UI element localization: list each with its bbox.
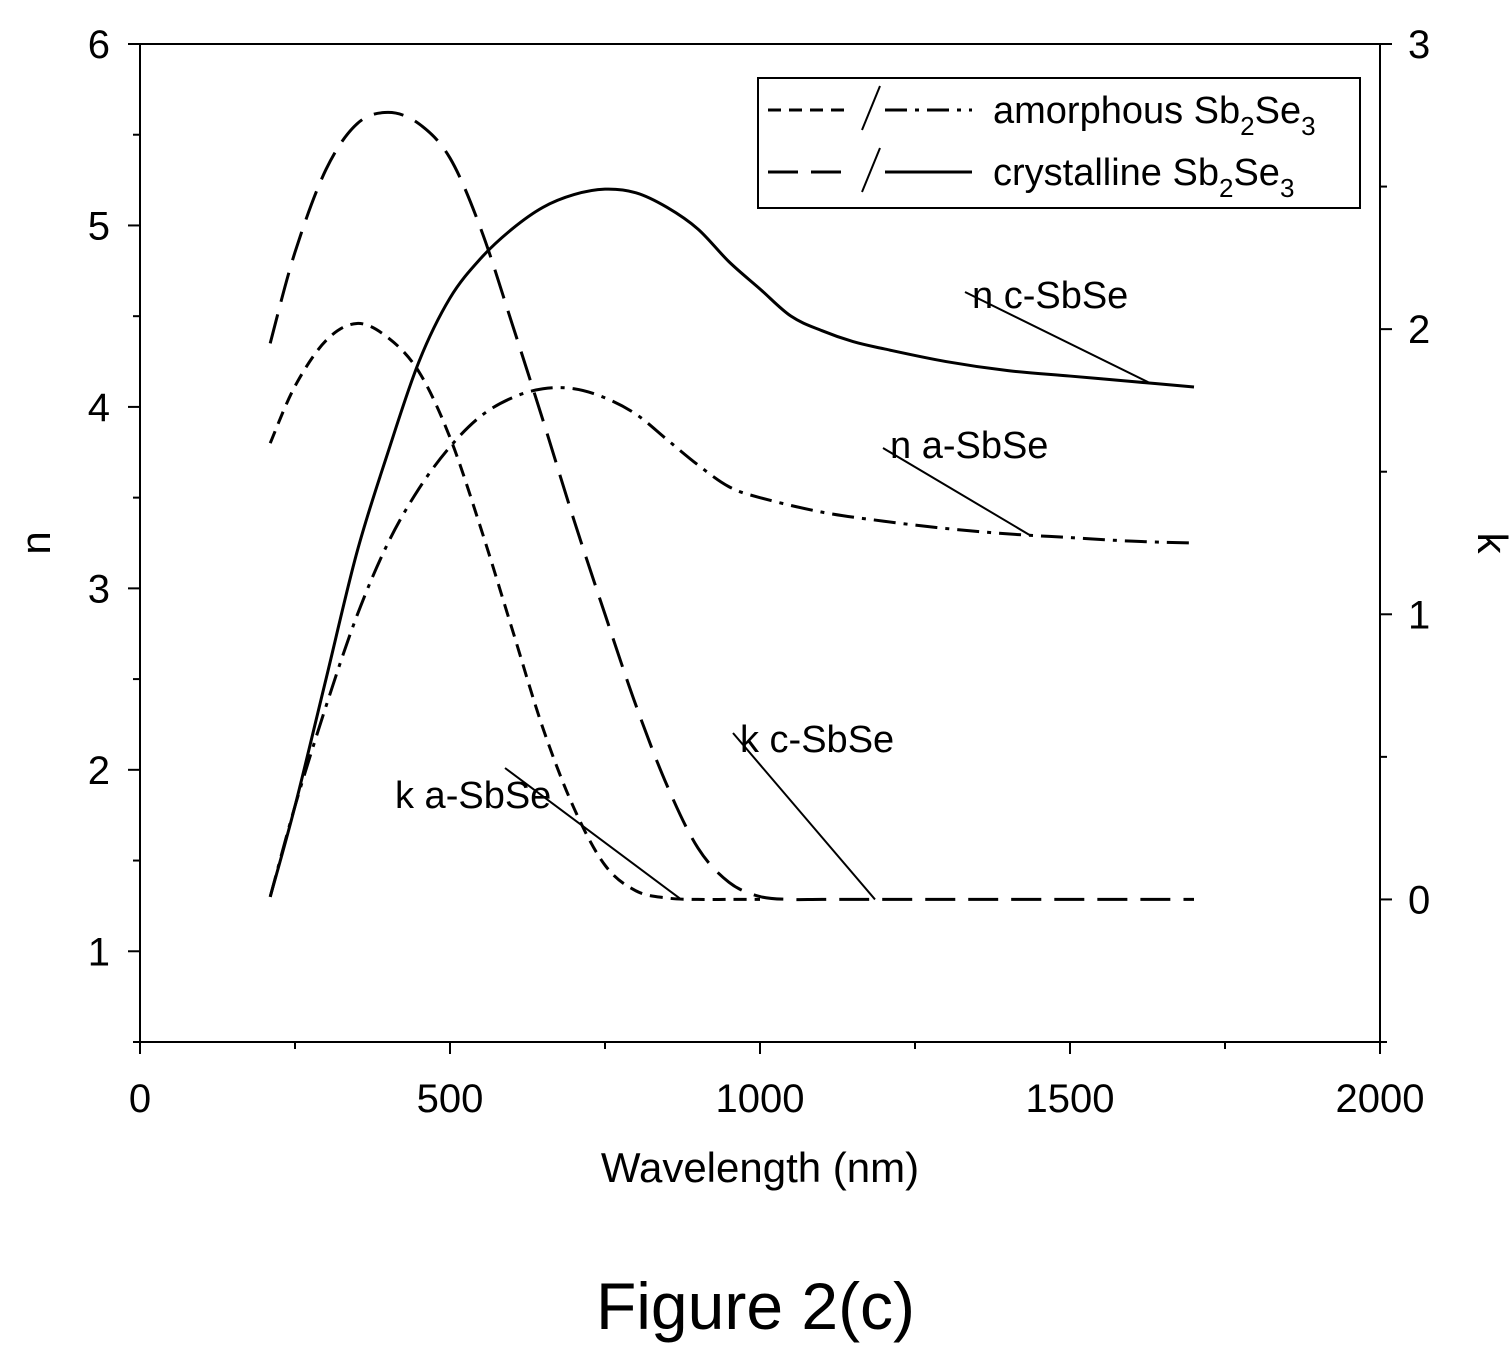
annotation-n-c-sbse: n c-SbSe [972, 275, 1128, 317]
x-tick-label: 1500 [1026, 1077, 1115, 1121]
legend-box [757, 77, 1361, 209]
x-axis-title: Wavelength (nm) [601, 1144, 919, 1191]
series-layer [268, 110, 1195, 902]
y-tick-label: 3 [88, 567, 110, 611]
legend-entry-0: amorphous Sb2Se3 [993, 90, 1316, 141]
y-axis-title: n [12, 531, 59, 554]
legend-slash [861, 85, 881, 131]
annotation-k-a-sbse: k a-SbSe [395, 775, 551, 817]
legend-text-part: 2 [1219, 173, 1233, 203]
series-line-k-c-sbse [268, 110, 1194, 902]
legend-text-part: Se [1255, 90, 1301, 132]
legend-text-part: 3 [1301, 111, 1315, 141]
legend-text-part: 3 [1280, 173, 1294, 203]
legend-text-part: 2 [1240, 111, 1254, 141]
legend-slash [861, 147, 881, 193]
annotation-k-c-sbse: k c-SbSe [740, 719, 894, 761]
y-tick-label: 6 [88, 23, 110, 67]
y-tick-label: 5 [88, 204, 110, 248]
y2-tick-label: 3 [1408, 23, 1430, 67]
y-tick-label: 4 [88, 386, 110, 430]
leader-line-n-c-sbse [964, 291, 1151, 384]
annotation-n-a-sbse: n a-SbSe [890, 425, 1048, 467]
x-tick-label: 500 [417, 1077, 484, 1121]
x-tick-label: 2000 [1336, 1077, 1425, 1121]
annotation-layer: n c-SbSe n a-SbSe k c-SbSe k a-SbSe [395, 275, 1151, 901]
series-line-n-a-sbse [268, 386, 1195, 898]
series-line-n-c-sbse [268, 187, 1195, 898]
leader-line-k-a-sbse [504, 767, 681, 900]
leader-line-k-c-sbse [732, 732, 876, 901]
figure-caption: Figure 2(c) [595, 1269, 916, 1343]
y2-tick-label: 2 [1408, 308, 1430, 352]
axes: 0 500 1000 1500 2000 1 2 3 4 5 6 0 1 2 3 Wavelength (nm… [12, 23, 1511, 1191]
leader-line-n-a-sbse [882, 447, 1031, 537]
legend-entry-1: crystalline Sb2Se3 [993, 152, 1294, 203]
y-tick-label: 1 [88, 930, 110, 974]
x-tick-label: 1000 [716, 1077, 805, 1121]
y2-axis-title: k [1469, 533, 1511, 555]
legend-text-part: amorphous Sb [993, 90, 1240, 132]
y-tick-label: 2 [88, 749, 110, 793]
series-line-k-a-sbse [268, 321, 760, 902]
legend-text-part: crystalline Sb [993, 152, 1219, 194]
x-tick-label: 0 [129, 1077, 151, 1121]
y2-tick-label: 0 [1408, 878, 1430, 922]
n-k-wavelength-chart: 0 500 1000 1500 2000 1 2 3 4 5 6 0 1 2 3 Wavelength (nm… [12, 23, 1511, 1191]
y2-tick-label: 1 [1408, 593, 1430, 637]
legend-text-part: Se [1233, 152, 1279, 194]
